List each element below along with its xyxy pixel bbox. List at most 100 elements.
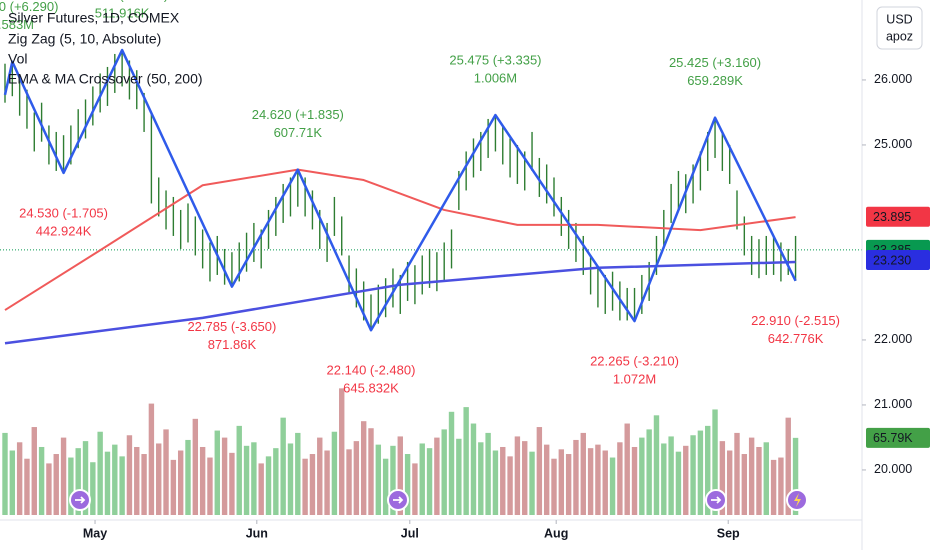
event-badge[interactable] — [705, 489, 727, 511]
volume-bar — [492, 450, 499, 515]
pivot-label: 511.916K — [95, 5, 150, 20]
x-tick-label: Sep — [717, 526, 740, 540]
price-tag-label: 23.895 — [873, 210, 911, 224]
y-tick-label: 20.000 — [874, 462, 912, 476]
volume-bar — [748, 437, 755, 515]
event-badge[interactable] — [69, 489, 91, 511]
volume-bar — [2, 432, 8, 515]
volume-bar — [331, 431, 338, 515]
pivot-label: 22.140 (-2.480) — [327, 363, 416, 378]
volume-tag-label: 65.79K — [873, 431, 913, 445]
volume-bar — [675, 451, 682, 515]
event-badge[interactable] — [786, 489, 808, 511]
unit: apoz — [886, 29, 913, 43]
volume-bar — [507, 456, 513, 515]
volume-bar — [68, 457, 74, 515]
volume-bar — [690, 435, 696, 515]
volume-bar — [390, 445, 396, 515]
volume-bar — [375, 444, 382, 515]
volume-bar — [368, 428, 374, 515]
volume-bar — [16, 442, 23, 515]
volume-bar — [185, 439, 191, 515]
volume-bar — [265, 456, 272, 515]
volume-bar — [60, 437, 67, 515]
volume-bar — [478, 442, 484, 515]
volume-bar — [639, 437, 645, 515]
volume-bar — [543, 444, 550, 515]
volume-bar — [82, 441, 89, 515]
pivot-label: 22.785 (-3.650) — [187, 319, 276, 334]
volume-bar — [785, 417, 791, 515]
volume-bar — [38, 446, 45, 515]
legend: Silver Futures, 1D, COMEX Zig Zag (5, 10… — [8, 10, 203, 87]
volume-bar — [705, 425, 711, 515]
currency-button[interactable] — [876, 6, 923, 50]
legend-indicator: Vol — [8, 51, 27, 67]
volume-bar — [558, 449, 565, 515]
event-badge[interactable] — [387, 489, 409, 511]
volume-bar — [46, 463, 52, 515]
volume-bar — [382, 458, 389, 515]
volume-bar — [214, 430, 220, 515]
volume-bar — [500, 446, 506, 515]
pivot-label: 25.475 (+3.335) — [449, 52, 541, 67]
volume-bar — [24, 458, 30, 515]
pivot-label: 26.290 (+6.290) — [0, 0, 58, 14]
volume-bar — [346, 449, 352, 515]
pivot-label: 659.289K — [687, 73, 743, 88]
volume-bar — [258, 463, 264, 515]
y-tick-label: 25.000 — [874, 137, 912, 151]
legend-indicator: Zig Zag (5, 10, Absolute) — [8, 31, 161, 47]
volume-bar — [712, 409, 718, 515]
volume-bar — [309, 454, 316, 515]
volume-bar — [31, 427, 37, 515]
volume-bar — [324, 450, 330, 515]
volume-bar — [683, 445, 689, 515]
volume-bar — [448, 411, 455, 515]
pivot-label: 607.71K — [274, 125, 323, 140]
pivot-label: 871.86K — [208, 337, 257, 352]
volume-bar — [119, 456, 125, 515]
volume-bar — [602, 450, 608, 515]
pivot-label: 642.776K — [768, 331, 824, 346]
volume-bar — [624, 423, 630, 515]
volume-bar — [661, 443, 667, 515]
volume-bar — [9, 450, 16, 515]
volume-bar — [595, 444, 601, 515]
volume-bar — [280, 417, 286, 515]
volume-bar — [75, 448, 81, 515]
volume-bar — [148, 403, 155, 515]
volume-bar — [134, 446, 140, 515]
volume-bar — [734, 432, 740, 515]
x-tick-label: May — [83, 526, 107, 540]
volume-bar — [273, 448, 279, 515]
volume-tag — [866, 427, 930, 448]
volume-bar — [529, 451, 535, 515]
y-tick-label: 22.000 — [874, 332, 912, 346]
y-tick-label: 26.000 — [874, 72, 912, 86]
plot-area: 26.290 (+6.290) 1.583M 24.530 (-1.705) 442.… — [0, 0, 862, 515]
volume-bar — [631, 446, 638, 515]
volume-bar — [726, 450, 733, 515]
volume-bar — [126, 435, 133, 515]
volume-bar — [697, 430, 704, 515]
volume-bar — [156, 443, 162, 515]
price-tag — [866, 206, 930, 227]
volume-bar — [170, 459, 177, 515]
volume-bar — [287, 443, 294, 515]
volume-bar — [456, 438, 462, 515]
x-tick-label: Aug — [544, 526, 568, 540]
currency: USD — [886, 12, 912, 26]
pivot-label: 24.620 (+1.835) — [252, 107, 344, 122]
volume-bar — [360, 421, 367, 515]
volume-bar — [404, 454, 411, 515]
pivot-label: 1.006M — [474, 70, 517, 85]
volume-bar — [514, 436, 521, 515]
volume-bar — [97, 431, 103, 515]
volume-bar — [653, 415, 660, 515]
y-tick-label: 21.000 — [874, 397, 912, 411]
volume-bar — [163, 429, 169, 515]
x-tick-label: Jul — [401, 526, 419, 540]
pivot-label: 24.530 (-1.705) — [19, 205, 108, 220]
